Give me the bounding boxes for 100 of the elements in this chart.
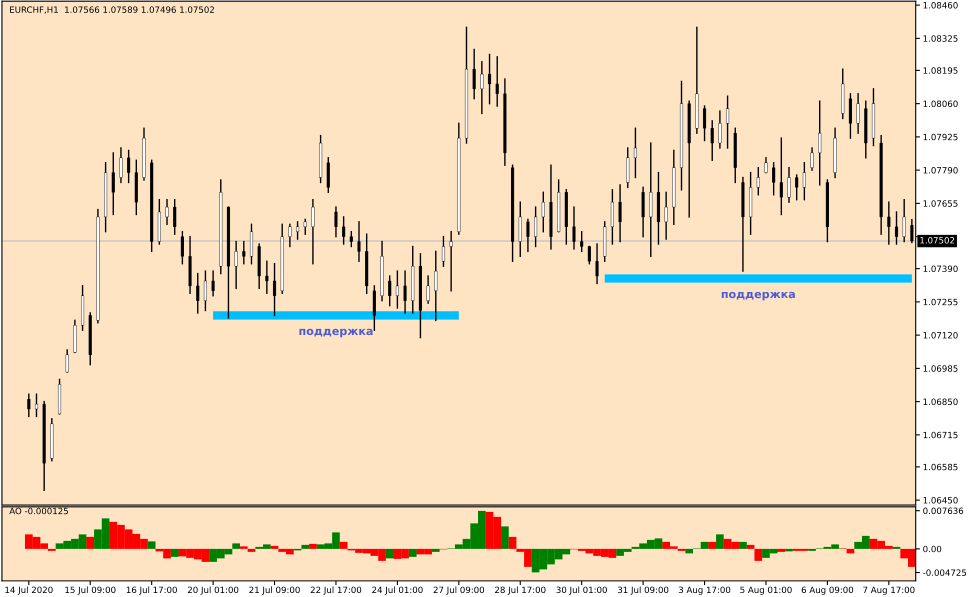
x-tick-label: 21 Jul 09:00 [249,586,300,595]
y-tick-label: 1.07790 [924,167,958,174]
bar [846,548,854,554]
candlestick [165,198,169,226]
candlestick [442,236,446,267]
x-tick-label: 14 Jul 2020 [5,586,53,595]
x-tick-label: 5 Aug 01:00 [740,586,792,595]
y-tick-label: 1.07120 [924,332,958,339]
x-tick-label: 16 Jul 17:00 [126,586,177,595]
x-tick-label: 15 Jul 09:00 [65,586,116,595]
candlestick [902,198,906,242]
chart-title: AO -0.000125 [9,508,68,514]
bar [86,536,94,549]
candlestick [534,206,538,248]
candlestick [764,157,768,174]
candlestick [780,137,783,216]
candlestick [304,218,307,235]
candlestick [434,250,438,322]
candlestick [488,54,492,104]
candlestick [818,100,822,186]
bar [754,548,762,561]
candlestick [334,206,338,238]
bar [739,542,747,549]
candlestick [357,221,361,262]
candlestick [887,201,890,245]
x-tick-label: 28 Jul 17:00 [495,586,546,595]
candlestick [127,150,130,184]
y-tick-label: 1.06850 [924,398,958,406]
x-tick-label: 7 Aug 17:00 [863,586,915,595]
bar [248,548,256,552]
bar [240,546,248,549]
candlestick [396,270,399,309]
candlestick [572,206,576,250]
y-tick-label: 1.06585 [924,464,958,470]
candlestick [288,224,292,248]
candlestick [802,162,806,200]
candlestick [196,272,200,314]
candlestick [426,275,430,304]
candlestick [173,198,176,235]
bar [408,548,417,557]
candlestick [404,270,407,314]
y-tick-label: 1.06985 [924,365,958,372]
candlestick [894,211,898,245]
y-tick-label: 0.00 [923,546,942,552]
bar [716,534,724,549]
candlestick [710,120,714,161]
y-tick-label: 1.06450 [924,497,958,504]
y-tick-label: 1.08325 [924,35,958,42]
candlestick [787,166,791,203]
bar [170,548,179,557]
x-tick-label: 3 Aug 17:00 [678,586,730,595]
bar [148,541,156,549]
candlestick [350,231,353,248]
bar [386,548,394,558]
candlestick [119,147,123,184]
bar [340,542,348,549]
candlestick [27,394,30,418]
y-tick-label: 1.08195 [924,67,958,74]
text: EURCHF,H1 1.07566 1.07589 1.07496 1.07502 [10,6,214,14]
bar [309,544,317,549]
x-tick-label: 24 Jul 01:00 [372,586,423,595]
candlestick [756,166,760,196]
bar [508,536,516,549]
candlestick [595,243,599,284]
candlestick [580,231,584,252]
x-tick-label: 30 Jul 01:00 [556,586,607,595]
x-tick-label: 31 Jul 09:00 [618,586,668,595]
candlestick [180,231,184,264]
y-tick-label: 0.007636 [923,508,964,514]
candlestick [726,96,730,149]
candlestick [618,184,622,242]
bar [232,543,240,549]
candlestick [480,61,484,114]
bar [777,548,786,552]
x-tick-label: 20 Jul 01:00 [188,586,238,595]
candlestick [242,240,246,264]
candlestick [342,216,346,245]
bar [270,546,278,549]
annotation: поддержка [299,328,373,338]
candlestick [496,56,499,107]
y-tick-label: 1.08060 [924,100,958,108]
candlestick [472,48,476,100]
candlestick [204,270,207,312]
candlestick [542,192,545,232]
y-tick-label: 1.06715 [924,432,958,438]
y-tick-label: 1.08460 [924,2,958,9]
candlestick [34,394,38,418]
x-tick-label: 6 Aug 09:00 [802,586,854,595]
candlestick [634,128,637,178]
candlestick [234,240,238,290]
bar [685,548,694,554]
candlestick [311,198,314,264]
candlestick [272,263,276,316]
candlestick [388,275,392,306]
candlestick [265,260,268,294]
y-tick-label: 1.07655 [924,200,958,207]
bar [301,544,310,549]
candlestick [702,105,706,142]
candlestick [664,192,668,240]
candlestick [66,349,69,373]
